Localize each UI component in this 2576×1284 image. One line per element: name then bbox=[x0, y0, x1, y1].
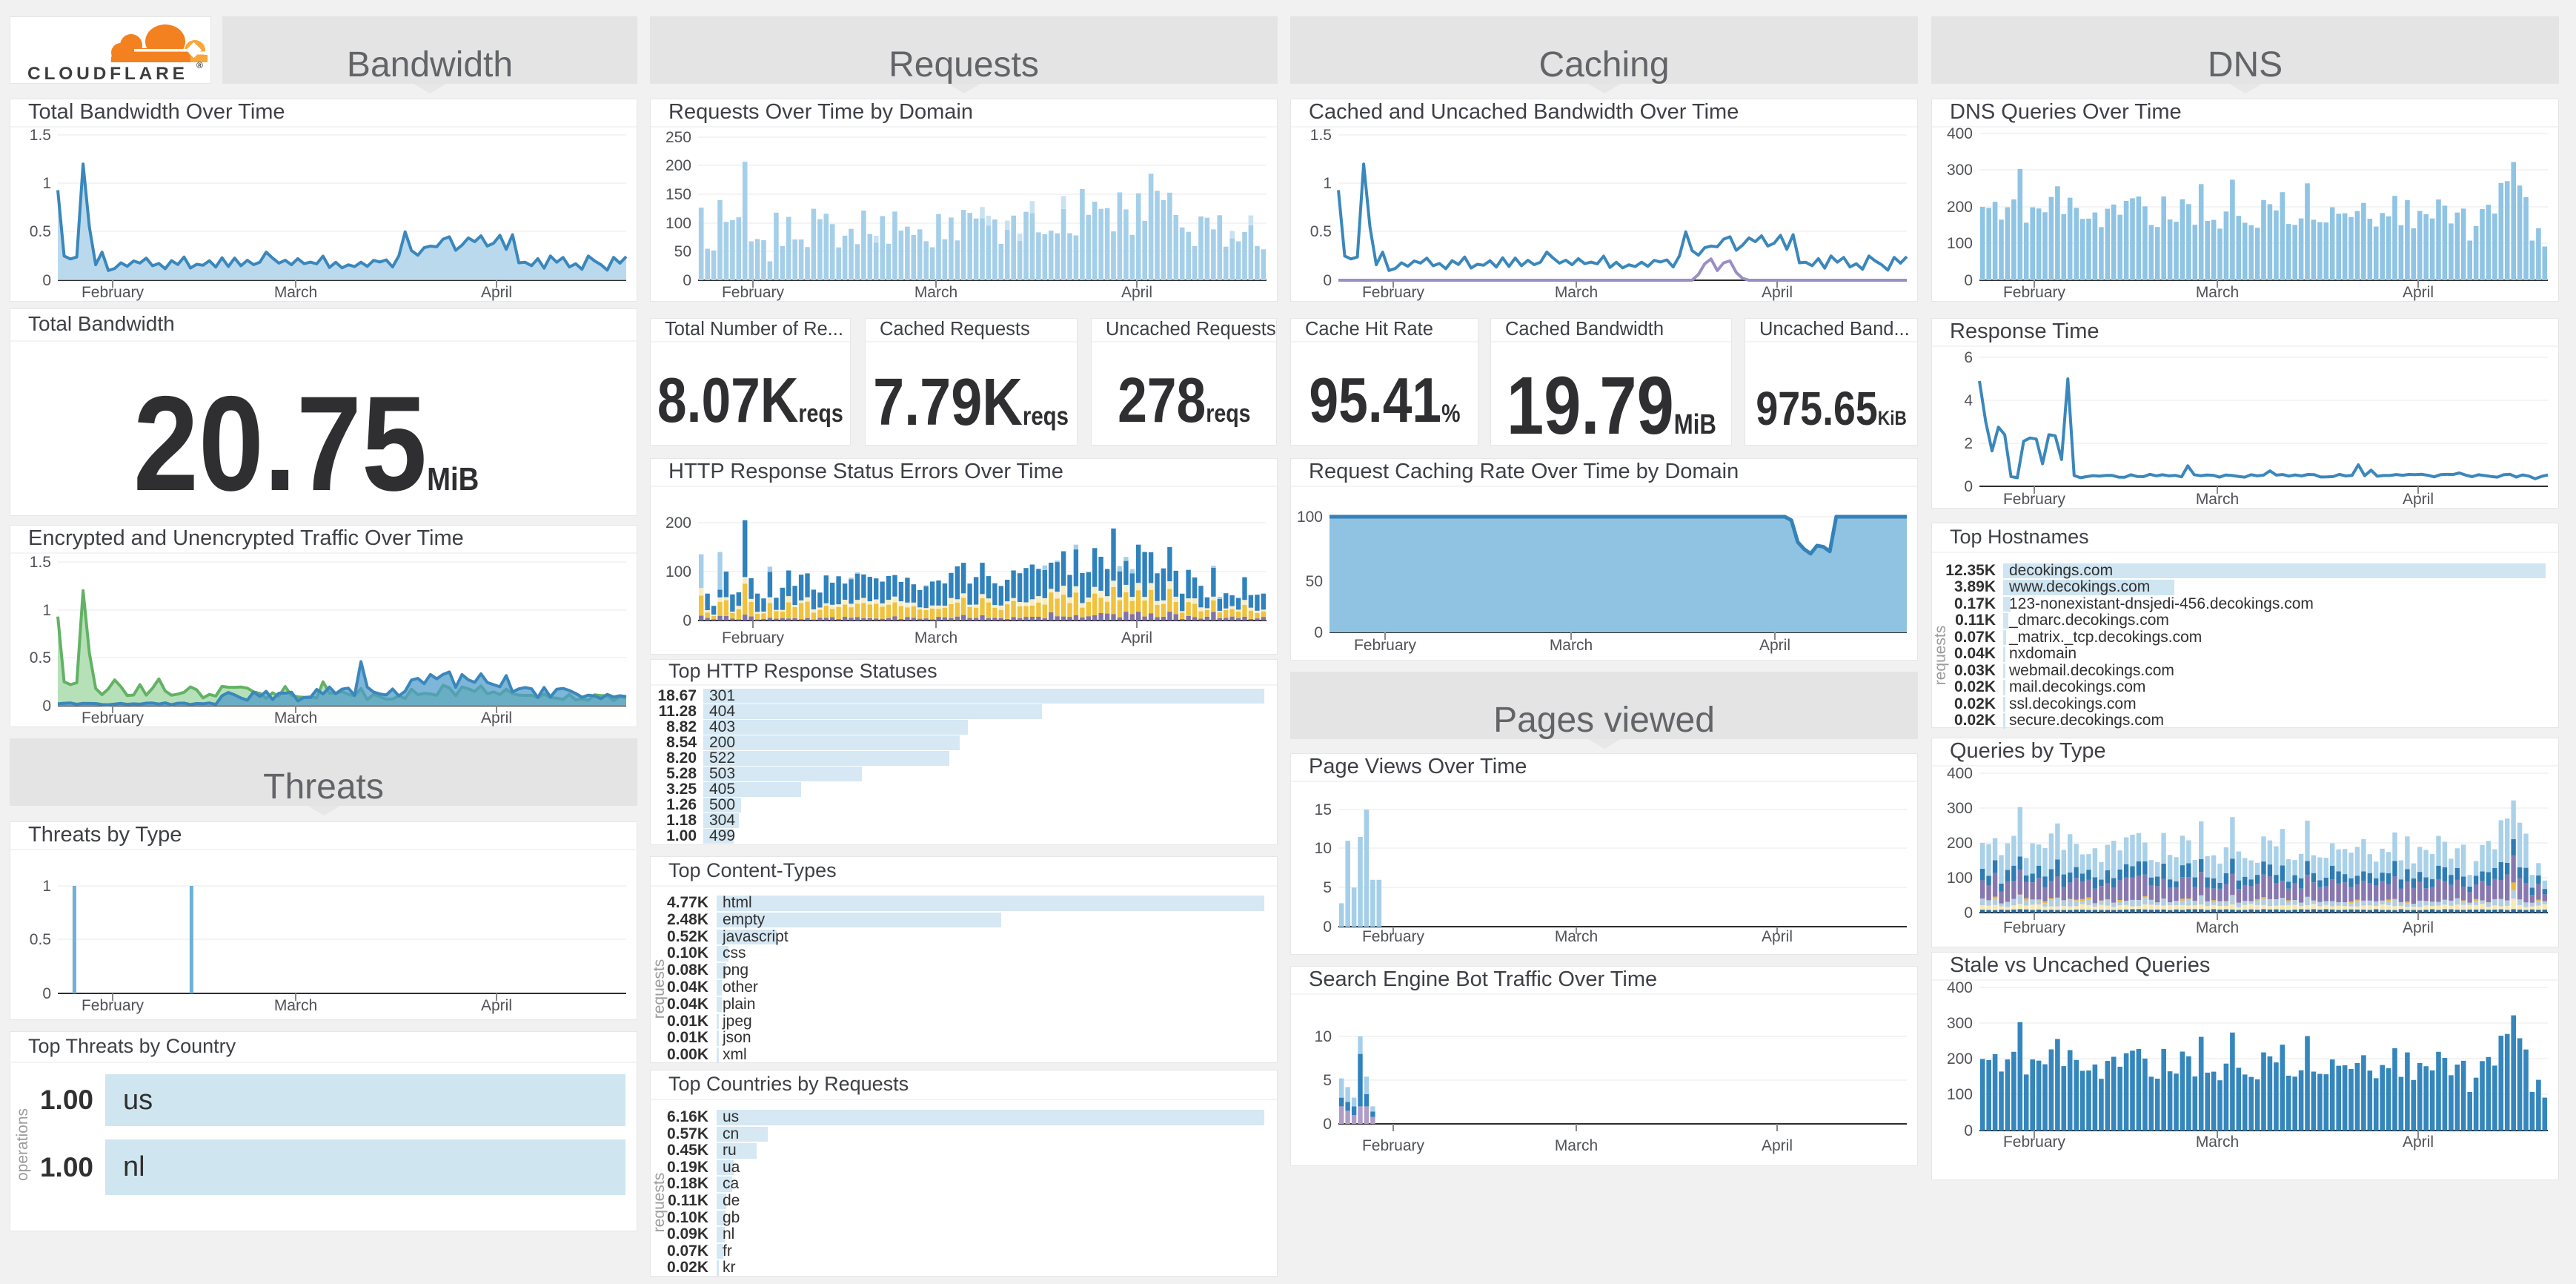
svg-text:200: 200 bbox=[665, 157, 691, 174]
svg-text:2: 2 bbox=[1964, 435, 1973, 452]
svg-text:0: 0 bbox=[1314, 624, 1323, 641]
svg-text:0: 0 bbox=[1964, 904, 1973, 921]
svg-text:February: February bbox=[1362, 1137, 1425, 1154]
svg-text:100: 100 bbox=[665, 563, 691, 580]
svg-text:February: February bbox=[82, 284, 145, 301]
svg-text:400: 400 bbox=[1947, 765, 1973, 782]
svg-text:February: February bbox=[82, 997, 145, 1014]
svg-text:0: 0 bbox=[1323, 272, 1332, 289]
svg-text:March: March bbox=[1550, 637, 1593, 654]
svg-text:6: 6 bbox=[1964, 349, 1973, 366]
svg-text:1: 1 bbox=[42, 175, 51, 192]
svg-text:200: 200 bbox=[1947, 835, 1973, 852]
svg-text:March: March bbox=[1555, 928, 1598, 945]
svg-text:CLOUDFLARE: CLOUDFLARE bbox=[27, 64, 188, 84]
svg-text:February: February bbox=[722, 629, 785, 646]
svg-text:0: 0 bbox=[1964, 478, 1973, 495]
svg-text:300: 300 bbox=[1947, 1015, 1973, 1032]
svg-text:February: February bbox=[1354, 637, 1417, 654]
svg-text:February: February bbox=[2003, 1134, 2066, 1151]
svg-text:100: 100 bbox=[1947, 235, 1973, 252]
svg-text:March: March bbox=[274, 709, 317, 727]
svg-text:150: 150 bbox=[665, 186, 691, 203]
svg-text:100: 100 bbox=[1297, 509, 1323, 526]
svg-text:400: 400 bbox=[1947, 979, 1973, 996]
svg-text:100: 100 bbox=[1947, 1086, 1973, 1103]
svg-text:1.5: 1.5 bbox=[30, 554, 51, 571]
svg-text:300: 300 bbox=[1947, 162, 1973, 179]
svg-text:5: 5 bbox=[1323, 1072, 1332, 1089]
svg-text:April: April bbox=[2403, 1134, 2434, 1151]
svg-text:200: 200 bbox=[1947, 1050, 1973, 1068]
svg-text:10: 10 bbox=[1315, 1028, 1332, 1045]
svg-text:February: February bbox=[2003, 284, 2066, 301]
svg-text:0: 0 bbox=[683, 272, 691, 289]
svg-text:March: March bbox=[914, 284, 957, 301]
svg-text:250: 250 bbox=[665, 129, 691, 146]
svg-text:April: April bbox=[1759, 637, 1790, 654]
svg-text:0.5: 0.5 bbox=[30, 649, 51, 666]
svg-text:February: February bbox=[722, 284, 785, 301]
svg-text:100: 100 bbox=[1947, 870, 1973, 887]
svg-text:10: 10 bbox=[1315, 840, 1332, 857]
svg-text:February: February bbox=[2003, 919, 2066, 936]
svg-text:April: April bbox=[1762, 1137, 1793, 1154]
svg-text:April: April bbox=[2403, 919, 2434, 936]
svg-text:400: 400 bbox=[1947, 125, 1973, 142]
svg-text:4: 4 bbox=[1964, 392, 1973, 409]
svg-text:0: 0 bbox=[42, 698, 51, 715]
svg-text:50: 50 bbox=[1306, 573, 1323, 590]
svg-text:March: March bbox=[2196, 1134, 2239, 1151]
svg-text:April: April bbox=[481, 284, 512, 301]
svg-text:March: March bbox=[2196, 919, 2239, 936]
svg-text:200: 200 bbox=[1947, 199, 1973, 216]
svg-text:March: March bbox=[1555, 284, 1598, 301]
svg-text:March: March bbox=[274, 997, 317, 1014]
svg-text:March: March bbox=[1555, 1137, 1598, 1154]
svg-text:®: ® bbox=[196, 60, 203, 70]
svg-text:300: 300 bbox=[1947, 800, 1973, 817]
svg-text:March: March bbox=[2196, 284, 2239, 301]
svg-text:April: April bbox=[1121, 284, 1152, 301]
svg-text:March: March bbox=[274, 284, 317, 301]
svg-text:0.5: 0.5 bbox=[30, 223, 51, 240]
svg-text:April: April bbox=[481, 709, 512, 727]
svg-text:15: 15 bbox=[1315, 801, 1332, 818]
svg-text:1: 1 bbox=[1323, 175, 1332, 192]
svg-text:5: 5 bbox=[1323, 879, 1332, 896]
svg-text:April: April bbox=[2403, 284, 2434, 301]
svg-text:0: 0 bbox=[1323, 919, 1332, 936]
svg-text:1.5: 1.5 bbox=[1310, 127, 1332, 144]
svg-text:0: 0 bbox=[683, 612, 691, 629]
svg-text:0: 0 bbox=[1323, 1116, 1332, 1133]
svg-text:February: February bbox=[82, 709, 145, 727]
svg-text:February: February bbox=[2003, 491, 2066, 508]
svg-text:February: February bbox=[1362, 928, 1425, 945]
svg-text:100: 100 bbox=[665, 215, 691, 232]
svg-text:April: April bbox=[1762, 928, 1793, 945]
svg-text:1: 1 bbox=[42, 878, 51, 895]
svg-text:0: 0 bbox=[42, 272, 51, 289]
svg-text:February: February bbox=[1362, 284, 1425, 301]
svg-text:1.5: 1.5 bbox=[30, 127, 51, 144]
svg-text:April: April bbox=[1121, 629, 1152, 646]
svg-text:0: 0 bbox=[42, 985, 51, 1002]
svg-text:200: 200 bbox=[665, 514, 691, 532]
svg-text:0: 0 bbox=[1964, 1122, 1973, 1139]
svg-text:April: April bbox=[481, 997, 512, 1014]
svg-text:1: 1 bbox=[42, 602, 51, 619]
svg-text:0.5: 0.5 bbox=[1310, 223, 1332, 240]
svg-text:0.5: 0.5 bbox=[30, 931, 51, 948]
svg-text:April: April bbox=[2403, 491, 2434, 508]
svg-text:50: 50 bbox=[674, 243, 691, 260]
svg-text:March: March bbox=[2196, 491, 2239, 508]
svg-text:0: 0 bbox=[1964, 272, 1973, 289]
svg-text:April: April bbox=[1762, 284, 1793, 301]
svg-text:March: March bbox=[914, 629, 957, 646]
